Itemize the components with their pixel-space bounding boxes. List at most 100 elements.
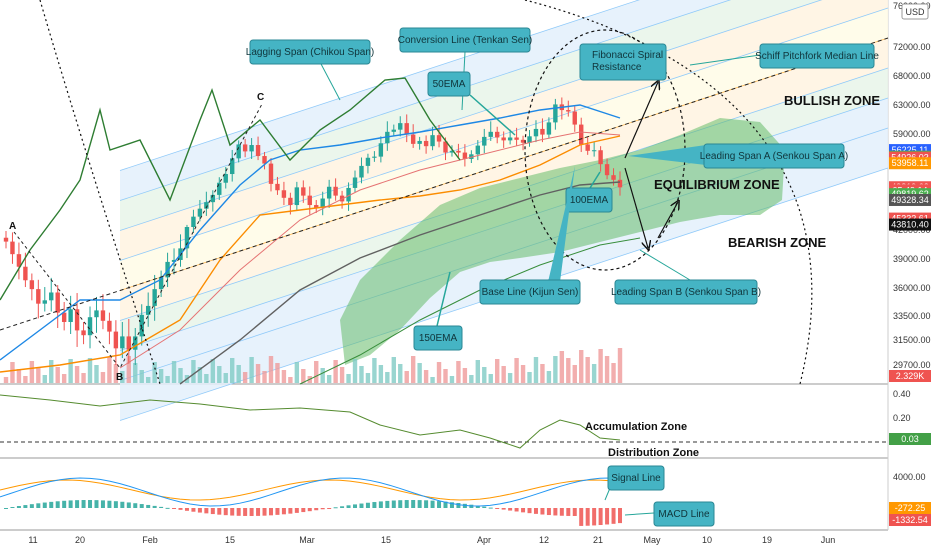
accumulation-zone-label: Accumulation Zone [585,421,687,433]
candle-body [469,154,474,159]
candle-body [482,136,487,146]
macd-histogram-bar [146,504,151,508]
volume-bar [288,377,293,383]
volume-bar [339,367,345,383]
volume-bar [372,358,377,383]
candle-body [107,320,112,332]
candle-body [475,145,481,155]
point-b-label: B [116,372,123,383]
currency-badge[interactable] [901,3,929,20]
candle-body [42,300,47,304]
candle-body [249,145,254,152]
price-tick-label: 36000.00 [893,283,931,293]
macd-histogram-bar [333,507,338,509]
callout-fib-text-1: Fibonacci Spiral [592,50,663,61]
macd-histogram-bar [391,500,396,508]
candle-body [171,259,177,262]
price-tag [889,193,931,206]
candle-body [572,111,577,125]
signal-line [0,479,621,501]
candle-body [352,177,358,188]
volume-bar [469,375,474,383]
volume-bar [546,371,552,383]
macd-histogram-bar [172,508,177,509]
macd-histogram-bar [346,505,351,508]
volume-bar [333,360,338,383]
candle-body [514,137,519,140]
callout-signal-text: Signal Line [611,473,661,484]
bearish-zone-label: BEARISH ZONE [728,235,827,250]
callout-conversion-line: Conversion Line (Tenkan Sen) [398,27,532,111]
macd-histogram-bar [236,508,241,516]
macd-histogram-bar [365,502,370,508]
macd-histogram-bar [75,500,80,508]
bearish-arrow [624,167,648,248]
point-c-label: C [257,92,264,103]
volume-bar [436,362,442,383]
macd-histogram-bar [230,508,235,516]
volume-bar [423,370,429,383]
volume-bar [281,370,287,383]
macd-histogram-bar [275,508,280,515]
volume-bar [482,367,487,383]
macd-histogram-bar [585,508,590,526]
callout-fib-text-2: Resistance [592,62,642,73]
volume-bar [242,372,248,383]
candle-body [417,140,422,144]
abc-pattern-path [13,103,263,369]
callout-signal-line: Signal Line [604,465,665,501]
candle-body [326,186,332,199]
candle-body [553,104,558,123]
macd-histogram-bar [417,500,422,508]
candle-body [604,164,610,176]
candle-body [294,187,300,206]
candle-body [404,123,409,135]
macd-histogram-bar [514,508,519,512]
oscillator-tick-label: 0.40 [893,389,911,399]
macd-tag-label: -272.25 [895,503,926,513]
equilibrium-zone-label: EQUILIBRIUM ZONE [654,177,780,192]
callout-ema50: 50EMA [427,71,516,136]
bullish-zone-label: BULLISH ZONE [784,93,880,108]
price-tag [889,218,931,231]
direction-arrows [624,82,678,248]
macd-histogram-bar [81,500,86,508]
macd-histogram-bar [353,504,358,508]
macd-histogram-bar [281,508,286,515]
macd-tag [889,502,931,514]
candle-body [288,197,293,206]
macd-histogram-bar [437,501,442,508]
candle-body [3,237,9,242]
macd-histogram-bar [618,508,622,524]
macd-histogram-bar [592,508,597,526]
currency-label: USD [905,7,925,17]
macd-histogram-bar [88,500,93,508]
macd-histogram-bar [521,508,526,513]
macd-histogram-bar [533,508,538,514]
price-tick-label: 39000.00 [893,254,931,264]
volume-bar [572,365,577,383]
volume-bar [36,368,41,383]
callout-schiff: Schiff Pitchfork Median Line [689,43,879,69]
macd-histogram-bar [249,508,254,516]
callout-leading-b: Leading Span B (Senkou Span B) [611,249,761,305]
volume-bar [417,363,422,383]
price-tag-label: 43810.40 [891,220,929,230]
macd-histogram-bar [320,508,325,510]
macd-histogram-bar [210,508,215,515]
volume-bar [49,360,54,383]
volume-bar [566,358,571,383]
candle-body [68,309,73,322]
volume-bar [236,365,241,383]
macd-histogram-bar [42,502,47,508]
time-tick-label: Feb [142,535,158,545]
volume-bar [223,373,228,383]
macd-histogram-bar [398,500,403,508]
price-tick-label: 31500.00 [893,335,931,345]
volume-bar [139,370,144,383]
volume-bar [391,357,396,383]
volume-bar [579,350,584,383]
volume-bar [197,367,203,383]
volume-bar [16,369,22,383]
macd-histogram-bar [307,508,312,512]
